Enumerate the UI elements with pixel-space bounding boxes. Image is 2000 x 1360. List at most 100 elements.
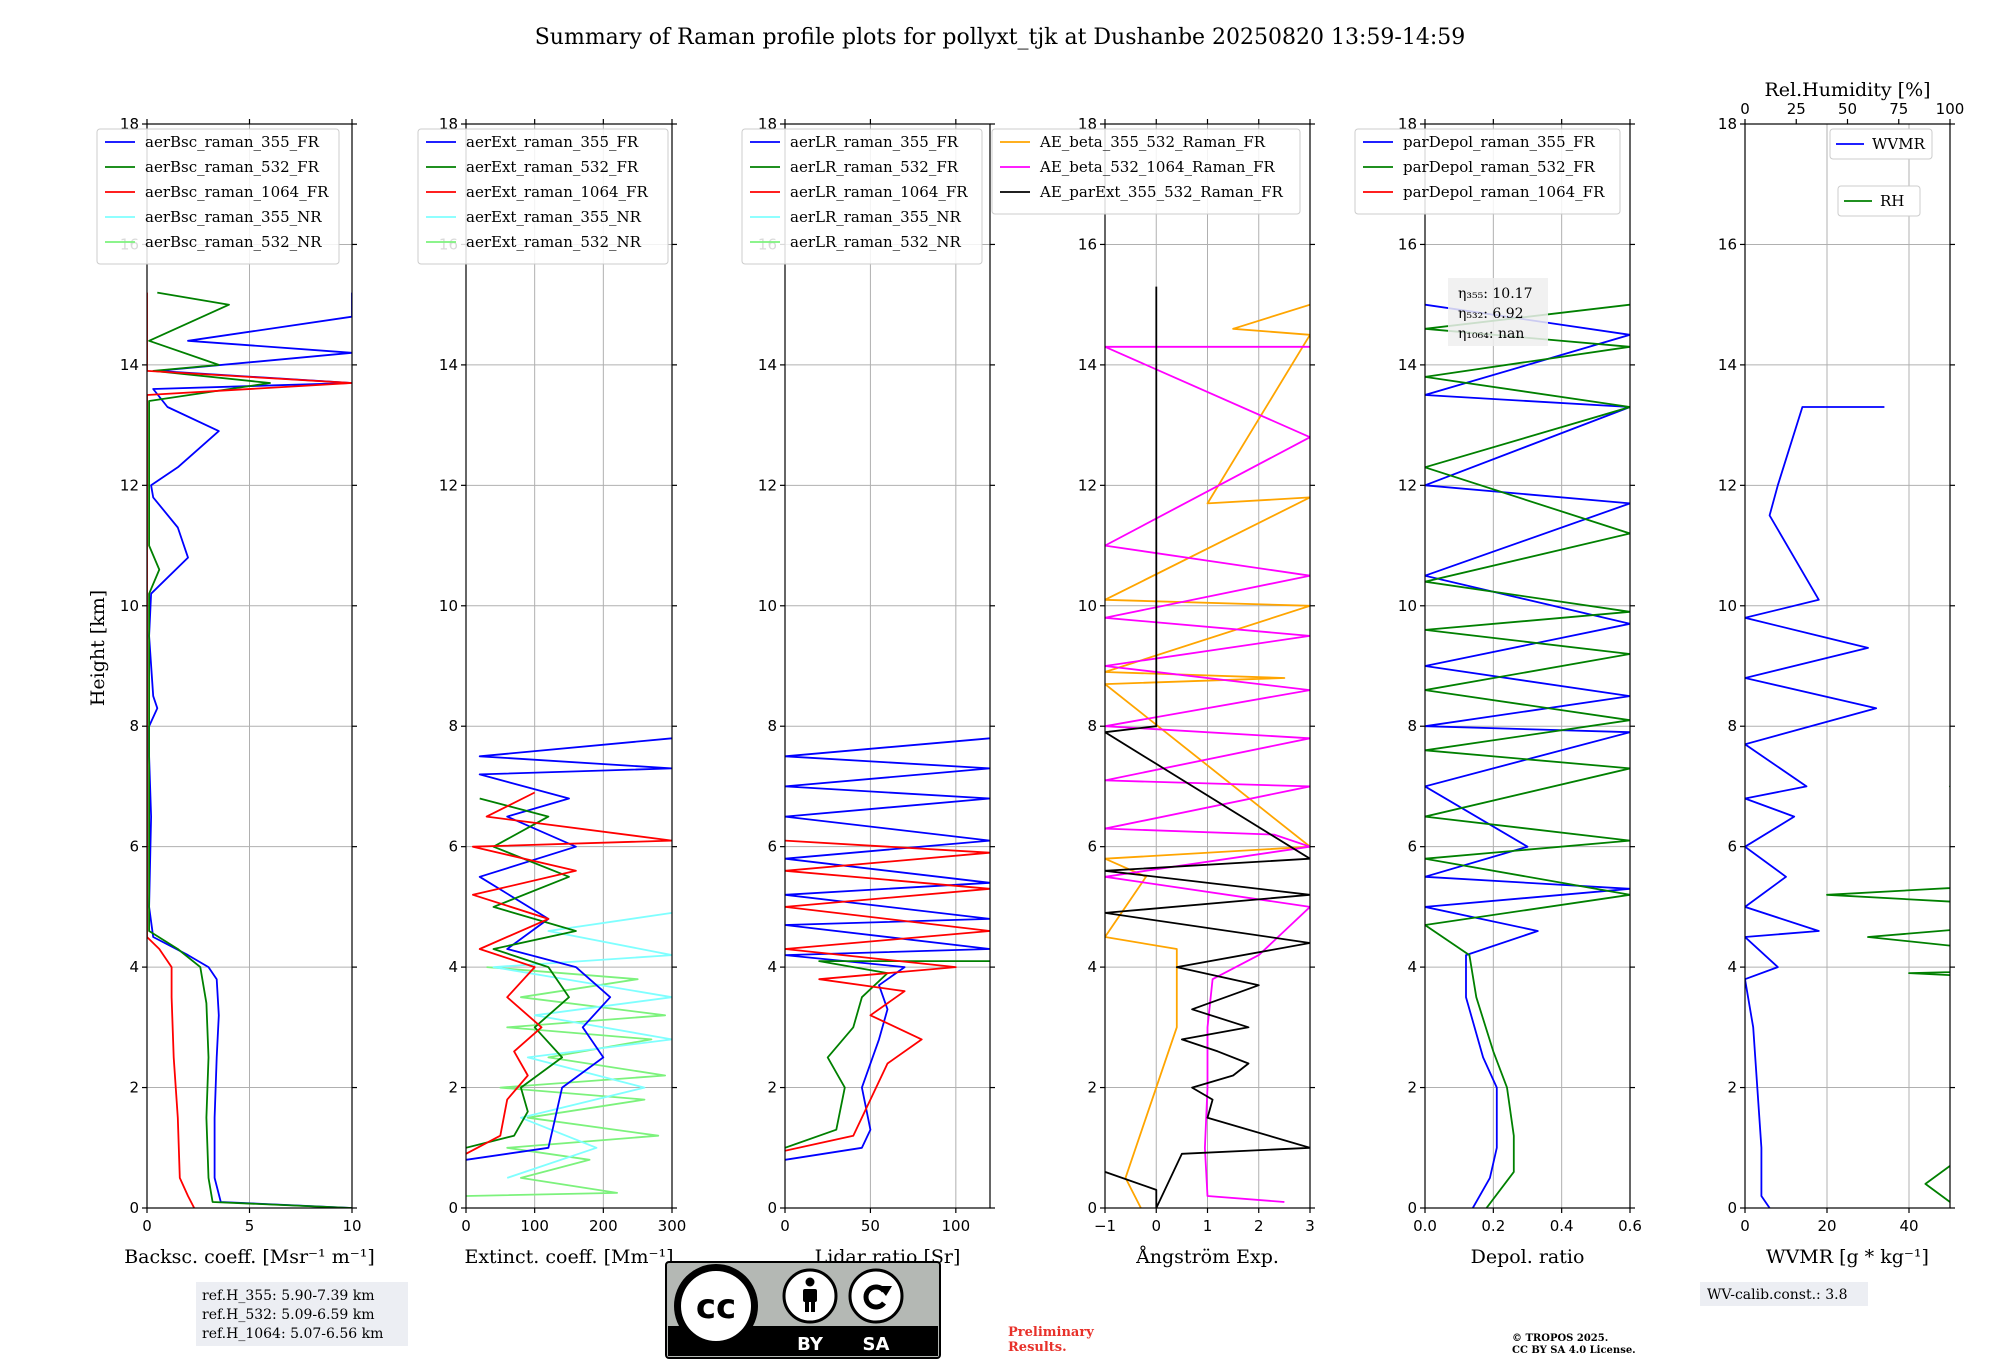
y-tick-label: 10 <box>120 597 139 615</box>
x-tick-label: 300 <box>658 1217 687 1235</box>
legend-label: aerBsc_raman_355_NR <box>145 208 322 226</box>
refh-532-text: ref.H_532: 5.09-6.59 km <box>202 1307 375 1323</box>
x-tick-label: 0.6 <box>1618 1217 1642 1235</box>
top-tick-label: 50 <box>1838 100 1857 118</box>
series-line-RH <box>1826 785 1950 1203</box>
y-tick-label: 12 <box>120 476 139 494</box>
y-tick-label: 2 <box>1087 1079 1097 1097</box>
x-axis-label: Ångström Exp. <box>1135 1246 1279 1268</box>
series-line-aerExt_raman_355_FR <box>466 737 672 1161</box>
cc-by-sa-logo: cc BY SA <box>665 1261 941 1359</box>
legend-label: aerExt_raman_355_FR <box>466 133 639 151</box>
legend-box <box>1837 185 1921 217</box>
legend-label: aerBsc_raman_532_FR <box>145 158 320 176</box>
series-line-aerExt_raman_355_NR <box>492 912 672 1179</box>
refh-1064-text: ref.H_1064: 5.07-6.56 km <box>202 1326 383 1342</box>
figure-title: Summary of Raman profile plots for polly… <box>535 25 1466 50</box>
copyright-text-2: CC BY SA 4.0 License. <box>1512 1345 1636 1356</box>
y-tick-label: 14 <box>1398 356 1417 374</box>
series-group <box>1425 303 1630 1208</box>
x-tick-label: 0 <box>1151 1217 1161 1235</box>
x-tick-label: 20 <box>1817 1217 1836 1235</box>
legend-label: parDepol_raman_532_FR <box>1403 158 1596 176</box>
legend-label: aerBsc_raman_1064_FR <box>145 183 329 201</box>
y-tick-label: 0 <box>767 1199 777 1217</box>
plot-frame <box>465 123 673 1209</box>
y-tick-label: 0 <box>448 1199 458 1217</box>
x-tick-label: 0 <box>780 1217 790 1235</box>
y-tick-label: 4 <box>1727 958 1737 976</box>
x-axis-label: Extinct. coeff. [Mm⁻¹] <box>464 1246 673 1268</box>
cc-text: cc <box>696 1287 736 1327</box>
legend-label: WVMR <box>1872 135 1926 153</box>
y-tick-label: 4 <box>448 958 458 976</box>
top-axis-label: Rel.Humidity [%] <box>1764 79 1930 101</box>
preliminary-text-1: Preliminary <box>1008 1325 1094 1340</box>
y-tick-label: 14 <box>1718 356 1737 374</box>
series-line-aerBsc_raman_355_FR <box>148 292 352 1208</box>
y-tick-label: 4 <box>1087 958 1097 976</box>
y-tick-label: 6 <box>767 838 777 856</box>
x-tick-label: 100 <box>942 1217 971 1235</box>
legend-label: aerLR_raman_1064_FR <box>790 183 968 201</box>
series-group <box>785 737 990 1161</box>
reference-height-box: ref.H_355: 5.90-7.39 km ref.H_532: 5.09-… <box>196 1282 408 1346</box>
legend-label: aerBsc_raman_532_NR <box>145 233 322 251</box>
y-tick-label: 2 <box>129 1079 139 1097</box>
y-tick-label: 16 <box>1398 235 1417 253</box>
x-tick-label: 0 <box>461 1217 471 1235</box>
y-tick-label: 6 <box>1727 838 1737 856</box>
panel-lidar_ratio: 024681012141618050100Lidar ratio [Sr]aer… <box>741 115 995 1268</box>
x-tick-label: 50 <box>861 1217 880 1235</box>
y-tick-label: 18 <box>1718 115 1737 133</box>
legend-box <box>96 128 340 265</box>
series-line-aerLR_raman_1064_FR <box>785 839 990 1152</box>
x-tick-label: 0.0 <box>1413 1217 1437 1235</box>
y-tick-label: 4 <box>767 958 777 976</box>
x-tick-label: 2 <box>1254 1217 1264 1235</box>
y-tick-label: 2 <box>1727 1079 1737 1097</box>
y-tick-label: 14 <box>120 356 139 374</box>
y-tick-label: 2 <box>1407 1079 1417 1097</box>
x-tick-label: 40 <box>1899 1217 1918 1235</box>
x-tick-label: −1 <box>1094 1217 1116 1235</box>
panel-extinction: 0246810121416180100200300Extinct. coeff.… <box>417 115 687 1268</box>
legend: AE_beta_355_532_Raman_FR AE_beta_532_1064… <box>991 128 1301 215</box>
y-tick-label: 4 <box>129 958 139 976</box>
x-tick-label: 0 <box>1740 1217 1750 1235</box>
legend-rh: RH <box>1837 185 1921 217</box>
refh-355-text: ref.H_355: 5.90-7.39 km <box>202 1288 375 1304</box>
series-group <box>1745 406 1950 1208</box>
share-alike-icon <box>848 1268 904 1324</box>
plot-frame <box>1424 123 1631 1209</box>
plot-frame <box>784 123 991 1209</box>
legend: aerLR_raman_355_FR aerLR_raman_532_FR aerL… <box>741 128 983 265</box>
y-tick-label: 6 <box>1407 838 1417 856</box>
series-line-parDepol_raman_532_FR <box>1425 303 1630 1208</box>
series-line-WVMR <box>1745 406 1885 1208</box>
y-tick-label: 10 <box>439 597 458 615</box>
legend-label: aerBsc_raman_355_FR <box>145 133 320 151</box>
legend-wvmr: WVMR <box>1829 128 1933 160</box>
x-tick-label: 1 <box>1203 1217 1213 1235</box>
y-tick-label: 14 <box>758 356 777 374</box>
eta-355-text: η₃₅₅: 10.17 <box>1458 286 1532 302</box>
x-tick-label: 200 <box>589 1217 618 1235</box>
wv-calib-text: WV-calib.const.: 3.8 <box>1707 1287 1847 1303</box>
x-tick-label: 5 <box>245 1217 255 1235</box>
legend-box <box>1829 128 1933 160</box>
panels: 0246810121416180510Backsc. coeff. [Msr⁻¹… <box>96 79 1964 1268</box>
eta-box: η₃₅₅: 10.17 η₅₃₂: 6.92 η₁₀₆₄: nan <box>1448 278 1548 346</box>
legend-label: AE_beta_355_532_Raman_FR <box>1039 133 1266 151</box>
y-tick-label: 2 <box>767 1079 777 1097</box>
top-tick-label: 0 <box>1740 100 1750 118</box>
legend-label: aerExt_raman_532_NR <box>466 233 642 251</box>
y-tick-label: 0 <box>1407 1199 1417 1217</box>
x-tick-label: 0.2 <box>1481 1217 1505 1235</box>
y-tick-label: 4 <box>1407 958 1417 976</box>
x-tick-label: 0 <box>142 1217 152 1235</box>
y-tick-label: 0 <box>1087 1199 1097 1217</box>
